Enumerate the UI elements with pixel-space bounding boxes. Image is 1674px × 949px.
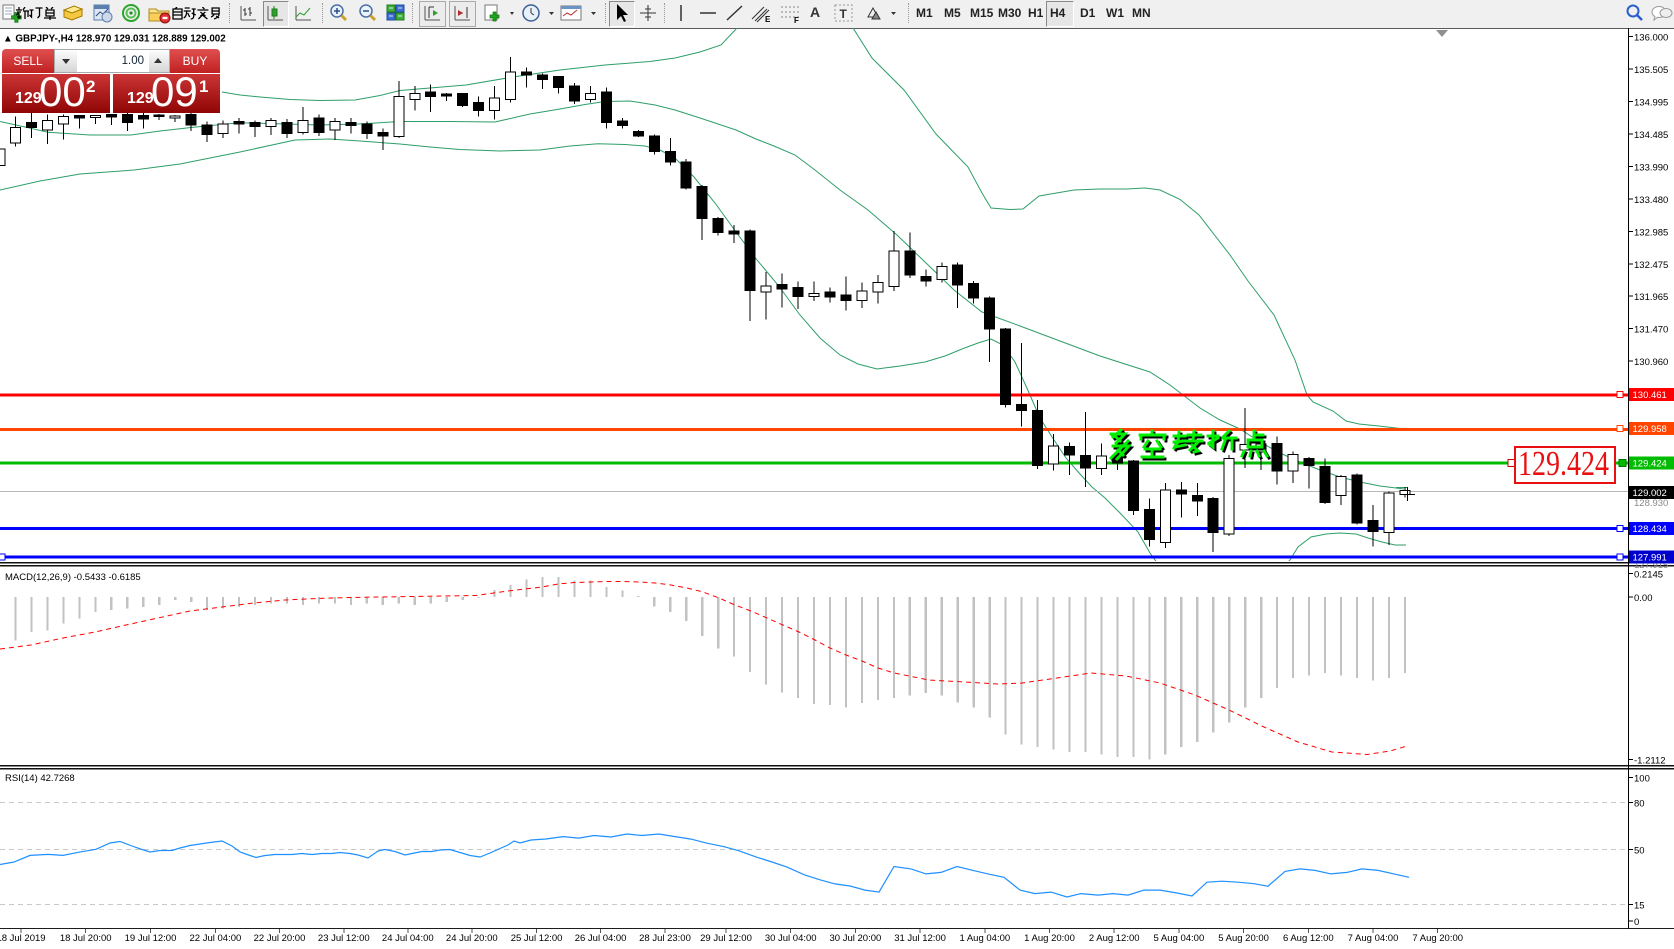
svg-text:15: 15 bbox=[1634, 900, 1645, 911]
svg-text:1 Aug 20:00: 1 Aug 20:00 bbox=[1024, 933, 1075, 944]
svg-text:7 Aug 04:00: 7 Aug 04:00 bbox=[1348, 933, 1399, 944]
svg-text:133.990: 133.990 bbox=[1634, 163, 1668, 174]
svg-text:129.958: 129.958 bbox=[1633, 424, 1667, 435]
svg-text:127.915: 127.915 bbox=[1634, 560, 1668, 571]
svg-text:132.475: 132.475 bbox=[1634, 260, 1668, 271]
svg-text:18 Jul 20:00: 18 Jul 20:00 bbox=[60, 933, 112, 944]
svg-text:29 Jul 12:00: 29 Jul 12:00 bbox=[700, 933, 752, 944]
svg-text:132.985: 132.985 bbox=[1634, 227, 1668, 238]
svg-text:31 Jul 12:00: 31 Jul 12:00 bbox=[894, 933, 946, 944]
svg-text:131.965: 131.965 bbox=[1634, 292, 1668, 303]
svg-text:26 Jul 04:00: 26 Jul 04:00 bbox=[575, 933, 627, 944]
svg-text:134.485: 134.485 bbox=[1634, 130, 1668, 141]
svg-text:135.505: 135.505 bbox=[1634, 65, 1668, 76]
svg-text:24 Jul 04:00: 24 Jul 04:00 bbox=[382, 933, 434, 944]
svg-text:E: E bbox=[765, 15, 771, 24]
svg-text:0: 0 bbox=[1634, 917, 1639, 928]
svg-text:RSI(14) 42.7268: RSI(14) 42.7268 bbox=[5, 773, 75, 784]
svg-text:127.991: 127.991 bbox=[1633, 553, 1667, 564]
svg-text:-1.2112: -1.2112 bbox=[1634, 755, 1666, 766]
svg-text:30 Jul 20:00: 30 Jul 20:00 bbox=[830, 933, 882, 944]
svg-text:28 Jul 23:00: 28 Jul 23:00 bbox=[639, 933, 691, 944]
svg-text:136.000: 136.000 bbox=[1634, 33, 1668, 44]
svg-text:6 Aug 12:00: 6 Aug 12:00 bbox=[1283, 933, 1334, 944]
svg-text:129.002: 129.002 bbox=[1633, 488, 1667, 499]
svg-text:MACD(12,26,9) -0.5433 -0.6185: MACD(12,26,9) -0.5433 -0.6185 bbox=[5, 572, 141, 583]
svg-text:18 Jul 2019: 18 Jul 2019 bbox=[0, 933, 46, 944]
svg-text:133.480: 133.480 bbox=[1634, 195, 1668, 206]
svg-text:5 Aug 20:00: 5 Aug 20:00 bbox=[1218, 933, 1269, 944]
svg-text:0.00: 0.00 bbox=[1634, 593, 1653, 604]
svg-text:0.2145: 0.2145 bbox=[1634, 570, 1663, 581]
svg-text:▲ GBPJPY-,H4 128.970 129.031: ▲ GBPJPY-,H4 128.970 129.031 128.889 129… bbox=[3, 34, 226, 45]
svg-text:T: T bbox=[840, 7, 848, 21]
svg-text:25 Jul 12:00: 25 Jul 12:00 bbox=[511, 933, 563, 944]
svg-text:30 Jul 04:00: 30 Jul 04:00 bbox=[765, 933, 817, 944]
svg-text:F: F bbox=[794, 16, 799, 24]
svg-text:2 Aug 12:00: 2 Aug 12:00 bbox=[1089, 933, 1140, 944]
svg-text:128.930: 128.930 bbox=[1634, 498, 1668, 509]
svg-text:131.470: 131.470 bbox=[1634, 325, 1668, 336]
svg-text:128.434: 128.434 bbox=[1633, 524, 1667, 535]
svg-text:5 Aug 04:00: 5 Aug 04:00 bbox=[1154, 933, 1205, 944]
svg-text:50: 50 bbox=[1634, 846, 1645, 857]
svg-text:134.995: 134.995 bbox=[1634, 98, 1668, 109]
svg-text:80: 80 bbox=[1634, 799, 1645, 810]
svg-text:129.424: 129.424 bbox=[1633, 459, 1667, 470]
svg-text:130.960: 130.960 bbox=[1634, 357, 1668, 368]
svg-text:100: 100 bbox=[1634, 773, 1650, 784]
svg-text:19 Jul 12:00: 19 Jul 12:00 bbox=[125, 933, 177, 944]
svg-text:130.461: 130.461 bbox=[1633, 390, 1667, 401]
svg-text:22 Jul 20:00: 22 Jul 20:00 bbox=[254, 933, 306, 944]
svg-text:1 Aug 04:00: 1 Aug 04:00 bbox=[959, 933, 1010, 944]
svg-text:23 Jul 12:00: 23 Jul 12:00 bbox=[318, 933, 370, 944]
svg-text:22 Jul 04:00: 22 Jul 04:00 bbox=[190, 933, 242, 944]
svg-text:7 Aug 20:00: 7 Aug 20:00 bbox=[1412, 933, 1463, 944]
svg-text:24 Jul 20:00: 24 Jul 20:00 bbox=[446, 933, 498, 944]
